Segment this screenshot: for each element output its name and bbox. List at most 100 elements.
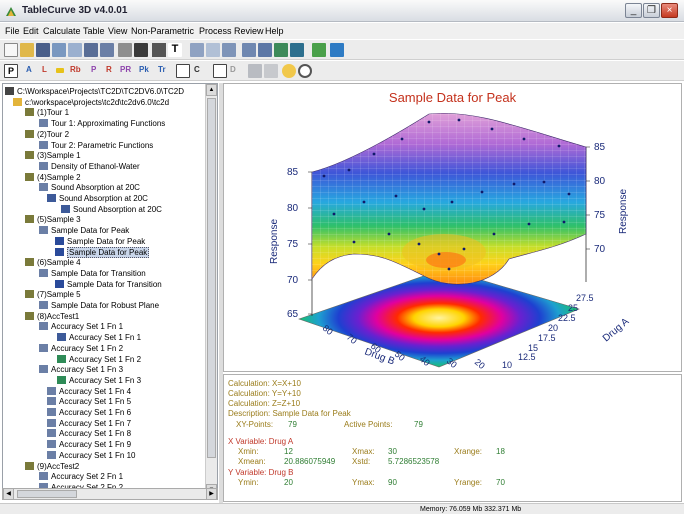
tree-item[interactable]: Accuracy Set 1 Fn 2 [57, 354, 141, 365]
paste-icon[interactable] [100, 43, 114, 57]
close-button[interactable]: × [661, 3, 678, 18]
toolbar-letter-l[interactable]: L [42, 65, 47, 74]
tree-item[interactable]: Tour 2: Parametric Functions [39, 140, 153, 151]
tree-item[interactable]: (1)Tour 1 [25, 107, 69, 118]
tree-item[interactable]: C:\Workspace\Projects\TC2D\TC2DV6.0\TC2D [5, 86, 184, 97]
copy-icon[interactable] [84, 43, 98, 57]
menu-table[interactable]: Table [83, 26, 105, 36]
toolbar-letter-rb[interactable]: Rb [70, 65, 81, 74]
restore-button[interactable]: ❐ [643, 3, 660, 18]
scroll-right-arrow-icon[interactable]: ▶ [206, 488, 217, 500]
graph-icon[interactable] [290, 43, 304, 57]
tree-item[interactable]: Accuracy Set 1 Fn 1 [57, 332, 141, 343]
tree-item[interactable]: c:\workspace\projects\tc2d\tc2dv6.0\tc2d [13, 97, 169, 108]
open-folder-icon[interactable] [20, 43, 34, 57]
toolbar-letter-tr[interactable]: Tr [158, 65, 166, 74]
menu-review[interactable]: Review [234, 26, 264, 36]
process-icon[interactable] [330, 43, 344, 57]
tree-item[interactable]: Accuracy Set 1 Fn 3 [57, 375, 141, 386]
scroll-left-arrow-icon[interactable]: ◀ [3, 488, 14, 500]
data-window-icon[interactable] [213, 64, 227, 78]
rank-icon[interactable] [312, 43, 326, 57]
workspace-tree[interactable]: C:\Workspace\Projects\TC2D\TC2DV6.0\TC2D… [2, 83, 218, 497]
tree-item[interactable]: Accuracy Set 1 Fn 1 [39, 321, 123, 332]
menu-calculate[interactable]: Calculate [43, 26, 81, 36]
text-tool-icon[interactable]: T [168, 43, 182, 57]
disabled-tool-2-icon[interactable] [264, 64, 278, 78]
contour-icon[interactable] [274, 43, 288, 57]
pane-splitter[interactable] [219, 83, 223, 503]
tree-item[interactable]: Accuracy Set 1 Fn 4 [47, 386, 131, 397]
tree-item[interactable]: (8)AccTest1 [25, 311, 79, 322]
tree-item[interactable]: Accuracy Set 1 Fn 5 [47, 396, 131, 407]
tree-item[interactable]: (2)Tour 2 [25, 129, 69, 140]
tree-item[interactable]: Sample Data for Transition [55, 279, 162, 290]
settings-gear-icon[interactable] [298, 64, 312, 78]
menu-edit[interactable]: Edit [23, 26, 39, 36]
toolbar-letter-pk[interactable]: Pk [139, 65, 149, 74]
menu-process[interactable]: Process [199, 26, 232, 36]
tree-item[interactable]: Accuracy Set 1 Fn 10 [47, 450, 135, 461]
grid-icon[interactable] [152, 43, 166, 57]
tree-item[interactable]: Accuracy Set 1 Fn 9 [47, 439, 131, 450]
tree-item[interactable]: (6)Sample 4 [25, 257, 81, 268]
new-file-icon[interactable] [4, 43, 18, 57]
tree-item[interactable]: Sound Absorption at 20C [47, 193, 148, 204]
tree-item[interactable]: (4)Sample 2 [25, 172, 81, 183]
disabled-tool-1-icon[interactable] [248, 64, 262, 78]
tree-item[interactable]: Sound Absorption at 20C [39, 182, 140, 193]
tree-item[interactable]: Sound Absorption at 20C [61, 204, 162, 215]
tree-item[interactable]: Tour 1: Approximating Functions [39, 118, 165, 129]
scroll-up-arrow-icon[interactable]: ▲ [206, 84, 217, 96]
tree-item[interactable]: Sample Data for Peak [39, 225, 129, 236]
print-icon[interactable] [118, 43, 132, 57]
zoom-icon[interactable] [190, 43, 204, 57]
tree-item[interactable]: Accuracy Set 1 Fn 6 [47, 407, 131, 418]
lens-icon[interactable] [282, 64, 296, 78]
scatter-icon[interactable] [222, 43, 236, 57]
parametric-icon[interactable]: P [4, 64, 18, 78]
import-icon[interactable] [52, 43, 66, 57]
tree-item[interactable]: (7)Sample 5 [25, 289, 81, 300]
tree-item[interactable]: Accuracy Set 1 Fn 3 [39, 364, 123, 375]
tree-item[interactable]: Accuracy Set 1 Fn 7 [47, 418, 131, 429]
fit-icon[interactable] [242, 43, 256, 57]
menu-non-parametric[interactable]: Non-Parametric [131, 26, 195, 36]
tree-item[interactable]: (5)Sample 3 [25, 214, 81, 225]
surface-plot[interactable]: 85 80 75 70 65 Response 85 80 75 70 Resp… [224, 84, 681, 371]
tree-item[interactable]: Density of Ethanol-Water [39, 161, 140, 172]
save-icon[interactable] [36, 43, 50, 57]
minimize-button[interactable]: _ [625, 3, 642, 18]
table-icon[interactable] [176, 64, 190, 78]
tree-item[interactable]: Accuracy Set 1 Fn 8 [47, 428, 131, 439]
menu-file[interactable]: File [5, 26, 20, 36]
surface-icon[interactable] [258, 43, 272, 57]
toolbar-letter-a[interactable]: A [26, 65, 32, 74]
tree-item[interactable]: Accuracy Set 2 Fn 2 [39, 482, 123, 493]
menu-help[interactable]: Help [265, 26, 284, 36]
scrollbar-thumb[interactable] [207, 98, 216, 458]
toolbar-letter-d[interactable]: D [230, 65, 236, 74]
tree-horizontal-scrollbar[interactable]: ◀ ▶ [2, 488, 218, 500]
disk-icon[interactable] [134, 43, 148, 57]
toolbar-letter-c[interactable]: C [194, 65, 200, 74]
menu-view[interactable]: View [108, 26, 128, 36]
toolbar-letter-p[interactable]: P [91, 65, 97, 74]
graph-pane[interactable]: Sample Data for Peak [223, 83, 682, 372]
tree-item[interactable]: (3)Sample 1 [25, 150, 81, 161]
tree-item[interactable]: Sample Data for Robust Plane [39, 300, 159, 311]
crosshair-icon[interactable] [206, 43, 220, 57]
toolbar-letter-r[interactable]: R [106, 65, 112, 74]
color-swatch-icon[interactable] [56, 68, 64, 73]
tree-item[interactable]: Accuracy Set 1 Fn 2 [39, 343, 123, 354]
ymin-label: Ymin: [238, 478, 259, 487]
tree-item[interactable]: Sample Data for Transition [39, 268, 146, 279]
export-icon[interactable] [68, 43, 82, 57]
horizontal-scrollbar-thumb[interactable] [17, 490, 77, 498]
toolbar-letter-pr[interactable]: PR [120, 65, 132, 74]
tree-item[interactable]: Sample Data for Peak [55, 236, 145, 247]
tree-item[interactable]: Sample Data for Peak [55, 246, 150, 258]
tree-vertical-scrollbar[interactable]: ▲ ▼ [205, 84, 217, 496]
tree-item[interactable]: (9)AccTest2 [25, 461, 79, 472]
tree-item[interactable]: Accuracy Set 2 Fn 1 [39, 471, 123, 482]
